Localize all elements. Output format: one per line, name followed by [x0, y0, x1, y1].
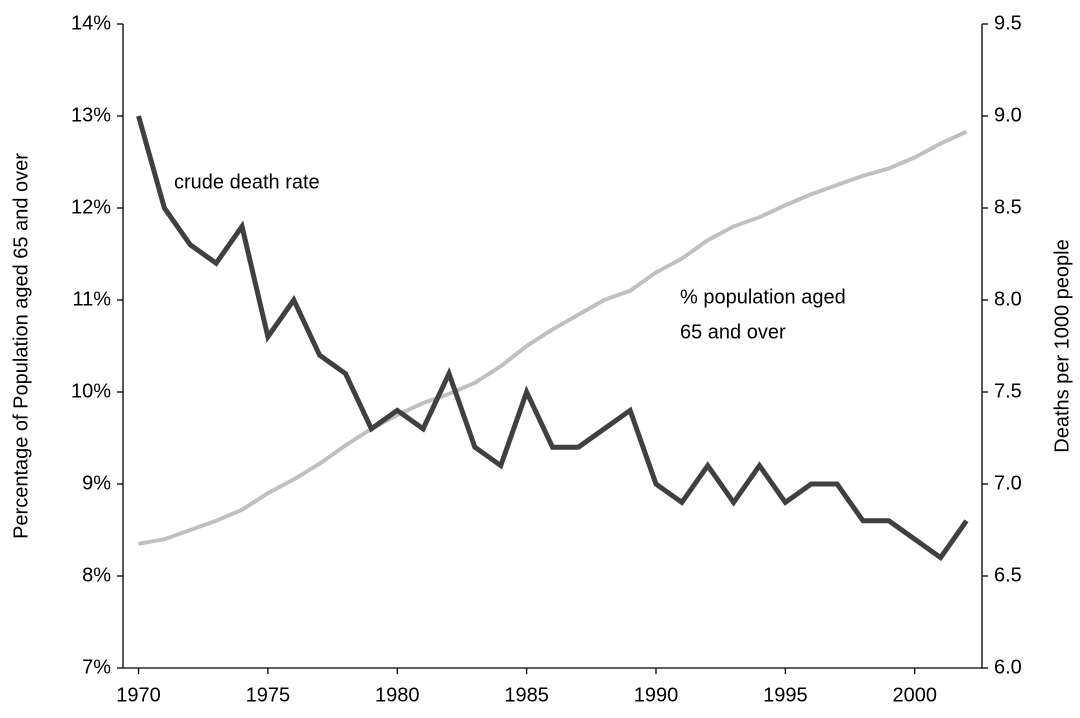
y2-tick-label: 9.0: [994, 104, 1022, 126]
y-axis-title: Percentage of Population aged 65 and ove…: [10, 153, 32, 539]
y-tick-label: 14%: [71, 12, 111, 34]
y-tick-label: 12%: [71, 196, 111, 218]
y2-tick-label: 8.5: [994, 196, 1022, 218]
annotation: 65 and over: [680, 321, 786, 343]
y-tick-label: 11%: [72, 288, 111, 310]
x-tick-label: 1995: [763, 684, 808, 706]
x-tick-label: 1970: [116, 684, 161, 706]
y-tick-label: 9%: [82, 472, 111, 494]
y2-tick-label: 8.0: [994, 288, 1022, 310]
y2-axis-title: Deaths per 1000 people: [1051, 239, 1073, 453]
series-line: [136, 115, 969, 562]
y2-tick-label: 7.0: [994, 472, 1022, 494]
x-tick-label: 1980: [375, 684, 420, 706]
x-tick-label: 1985: [504, 684, 549, 706]
y-tick-label: 8%: [82, 564, 111, 586]
y2-tick-label: 7.5: [994, 380, 1022, 402]
x-tick-label: 2000: [892, 684, 937, 706]
annotation: % population aged: [680, 286, 846, 308]
annotation: crude death rate: [174, 171, 320, 193]
y-tick-label: 7%: [82, 656, 111, 678]
y-tick-label: 13%: [71, 104, 111, 126]
y2-tick-label: 6.5: [994, 564, 1022, 586]
y2-tick-label: 9.5: [994, 12, 1022, 34]
x-tick-label: 1990: [634, 684, 679, 706]
y2-tick-label: 6.0: [994, 656, 1022, 678]
x-tick-label: 1975: [246, 684, 291, 706]
series-line: [138, 129, 968, 546]
y-tick-label: 10%: [71, 380, 111, 402]
